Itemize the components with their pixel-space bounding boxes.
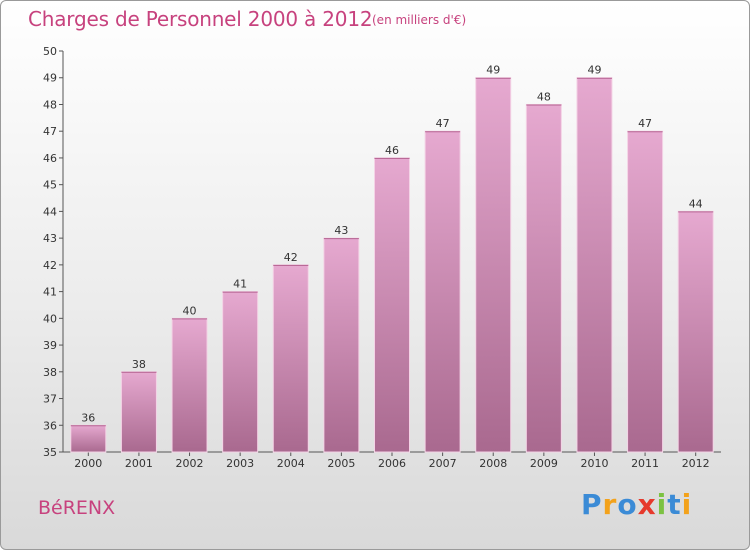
x-tick-label: 2000	[74, 457, 102, 470]
data-label: 49	[486, 64, 500, 77]
y-tick-label: 50	[43, 45, 57, 58]
logo-letter: r	[602, 488, 618, 521]
bar	[627, 130, 664, 453]
data-label: 42	[284, 251, 298, 264]
data-label: 36	[81, 411, 95, 424]
x-tick-label: 2004	[277, 457, 305, 470]
x-tick-label: 2008	[479, 457, 507, 470]
logo-letter: i	[681, 488, 693, 521]
bar	[424, 130, 461, 453]
y-tick-label: 47	[43, 125, 57, 138]
x-tick-label: 2009	[530, 457, 558, 470]
y-tick-label: 40	[43, 312, 57, 325]
y-tick-label: 46	[43, 152, 57, 165]
y-tick-label: 41	[43, 286, 57, 299]
chart-subtitle: (en milliers d'€)	[372, 13, 467, 27]
y-tick-label: 36	[43, 419, 57, 432]
x-tick-label: 2006	[378, 457, 406, 470]
data-label: 47	[638, 117, 652, 130]
chart-title: Charges de Personnel 2000 à 2012	[28, 7, 373, 31]
commune-name: BéRENX	[38, 497, 116, 519]
data-label: 49	[587, 64, 601, 77]
data-label: 48	[537, 90, 551, 103]
y-tick-label: 49	[43, 72, 57, 85]
y-tick-label: 38	[43, 366, 57, 379]
x-tick-label: 2010	[580, 457, 608, 470]
bar	[171, 317, 208, 453]
y-tick-label: 45	[43, 179, 57, 192]
y-tick-label: 37	[43, 393, 57, 406]
x-tick-label: 2001	[125, 457, 153, 470]
bar	[222, 291, 259, 453]
data-label: 40	[183, 304, 197, 317]
x-tick-label: 2012	[682, 457, 710, 470]
x-tick-label: 2007	[429, 457, 457, 470]
bar	[374, 157, 410, 453]
logo-letter: o	[617, 488, 638, 521]
data-label: 43	[334, 224, 348, 237]
proxiti-logo[interactable]: Proxiti	[581, 488, 692, 521]
y-tick-label: 43	[43, 232, 57, 245]
data-label: 38	[132, 358, 146, 371]
bar	[677, 210, 714, 453]
bar	[576, 77, 613, 453]
logo-letter: x	[637, 488, 657, 521]
logo-letter: i	[656, 488, 668, 521]
x-tick-label: 2003	[226, 457, 254, 470]
bar	[323, 237, 360, 453]
y-tick-label: 42	[43, 259, 57, 272]
y-tick-label: 39	[43, 339, 57, 352]
data-label: 44	[689, 197, 703, 210]
x-tick-label: 2011	[631, 457, 659, 470]
logo-letter: t	[667, 488, 682, 521]
bar	[475, 77, 512, 453]
x-tick-label: 2002	[176, 457, 204, 470]
bar	[525, 103, 562, 453]
x-tick-label: 2005	[327, 457, 355, 470]
data-label: 41	[233, 278, 247, 291]
y-tick-label: 35	[43, 446, 57, 459]
bar	[120, 371, 157, 453]
bar	[70, 424, 107, 453]
y-tick-label: 44	[43, 205, 57, 218]
data-label: 47	[436, 117, 450, 130]
data-label: 46	[385, 144, 399, 157]
logo-letter: P	[581, 488, 603, 521]
bar	[272, 264, 309, 453]
y-tick-label: 48	[43, 98, 57, 111]
